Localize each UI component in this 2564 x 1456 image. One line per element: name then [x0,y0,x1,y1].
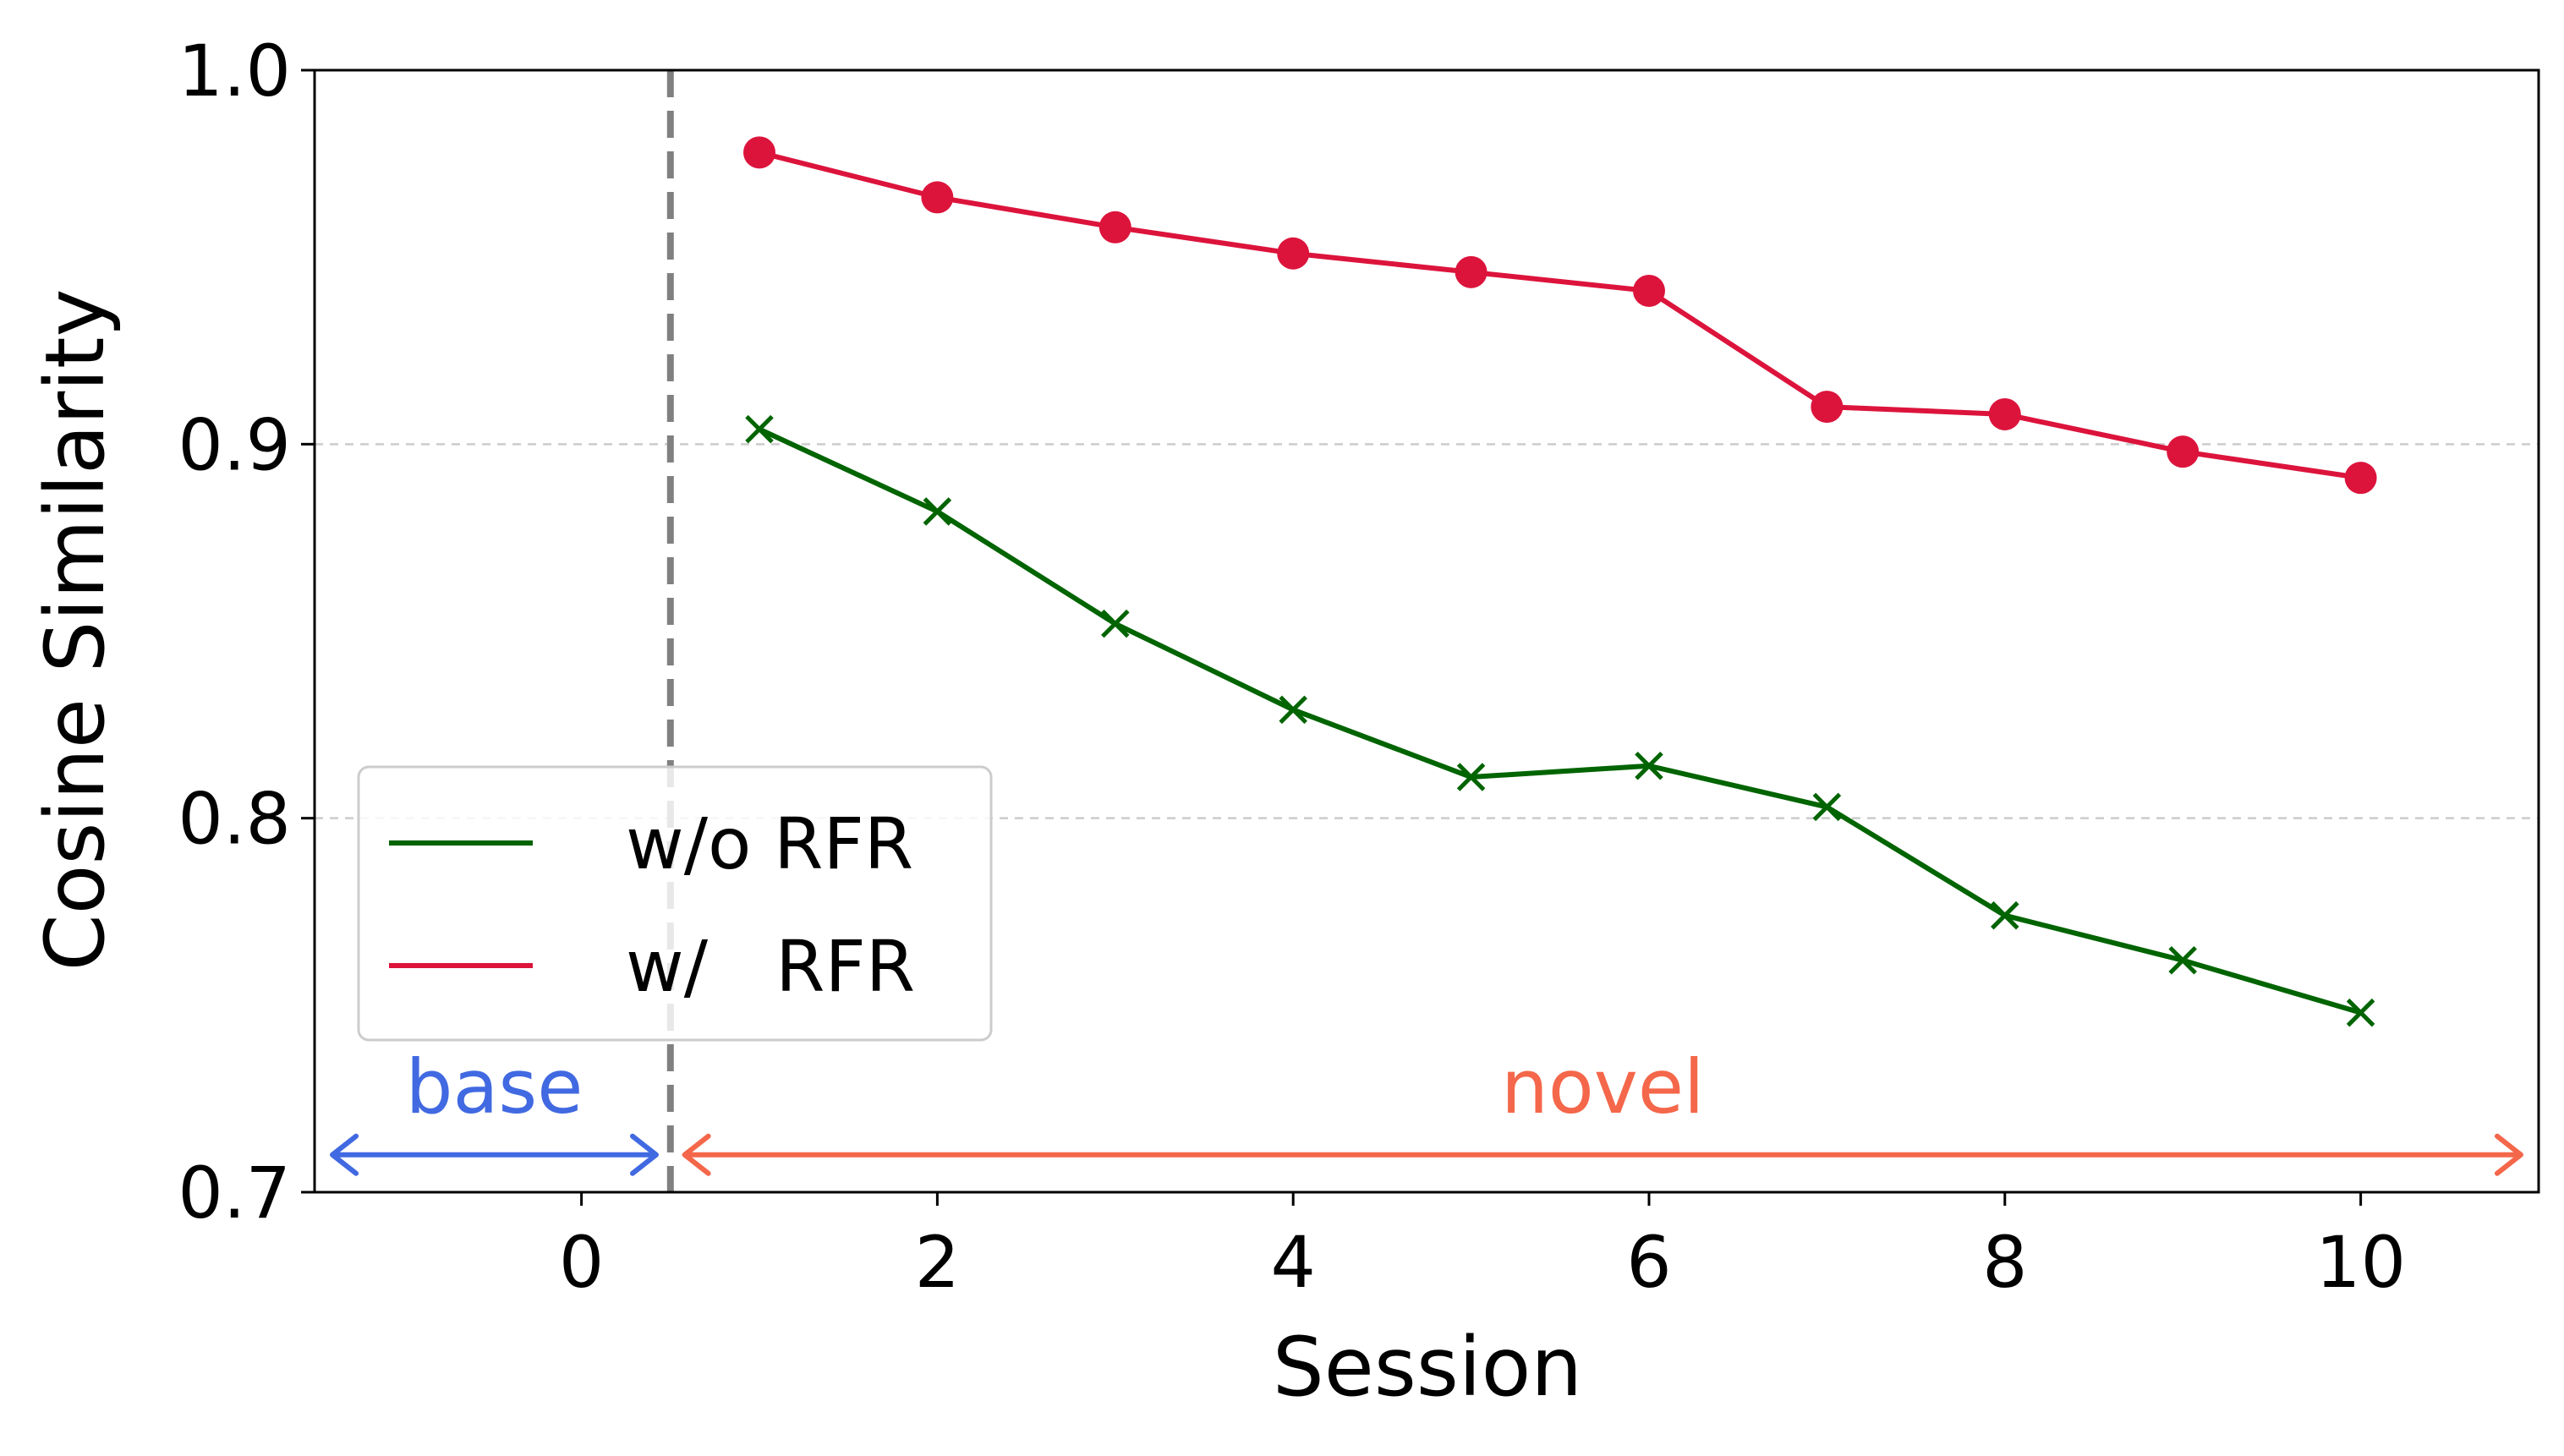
data-point [1635,751,1663,780]
arrowhead-left-1 [682,1133,711,1176]
series-group [743,136,2377,1027]
data-point [2346,998,2375,1027]
annotation-base: base [330,1043,659,1176]
x-tick-label-4: 8 [1982,1221,2027,1304]
x-tick-label-1: 2 [915,1221,960,1304]
data-point [2167,435,2200,468]
annotation-label-base: base [406,1043,583,1130]
x-tick-label-5: 10 [2315,1221,2406,1304]
data-point [1098,211,1131,244]
data-point [1811,391,1844,424]
annotation-label-novel: novel [1501,1043,1704,1130]
data-point [1101,609,1130,638]
annotation-novel: novel [682,1043,2523,1176]
y-tick-label-2: 0.9 [178,403,291,486]
y-tick-label-1: 0.8 [178,778,291,861]
series-line-1 [759,150,2362,481]
series-line-0 [758,426,2362,1015]
data-point [1991,900,2019,930]
legend-label-0: w/o RFR [626,802,913,885]
data-point [743,136,775,169]
data-point [745,414,774,444]
axes: 0.7 0.8 0.9 1.0 0 2 4 6 8 10 [178,30,2406,1304]
series-0 [745,414,2375,1027]
y-axis-label: Cosine Similarity [28,289,123,972]
y-tick-label-0: 0.7 [178,1152,291,1234]
series-1 [743,136,2377,495]
x-axis-label: Session [1273,1320,1582,1415]
x-tick-label-2: 4 [1270,1221,1315,1304]
data-point [1279,695,1307,725]
data-point [923,497,952,526]
data-point [1277,237,1310,270]
y-tick-label-3: 1.0 [178,30,291,112]
data-point [2344,462,2377,495]
arrowhead-left-0 [330,1133,359,1176]
data-point [2168,945,2197,975]
arrowhead-right-1 [2494,1133,2523,1176]
annotations: base novel [330,1043,2523,1176]
x-tick-label-3: 6 [1626,1221,1671,1304]
data-point [1988,397,2021,430]
data-point [1455,255,1487,288]
arrowhead-right-0 [629,1133,659,1176]
legend: w/o RFR w/ RFR [357,765,993,1042]
data-point [1456,763,1486,791]
data-point [1633,274,1665,307]
legend-label-1: w/ RFR [626,925,915,1008]
legend-box [357,765,993,1042]
data-point [1812,792,1842,822]
plot-frame [313,68,2540,1194]
data-point [921,181,954,214]
x-tick-label-0: 0 [559,1221,604,1304]
